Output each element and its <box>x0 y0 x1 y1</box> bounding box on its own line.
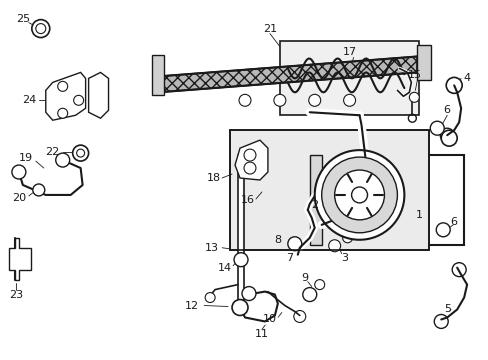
Text: 15: 15 <box>407 71 421 80</box>
Bar <box>279 41 419 115</box>
Circle shape <box>234 253 247 267</box>
Bar <box>229 130 428 250</box>
Circle shape <box>56 153 69 167</box>
Circle shape <box>435 223 449 237</box>
Text: 20: 20 <box>12 193 26 203</box>
Bar <box>309 155 463 245</box>
Circle shape <box>440 130 456 146</box>
Text: 25: 25 <box>16 14 30 24</box>
Circle shape <box>321 157 397 233</box>
Circle shape <box>73 145 88 161</box>
Text: 7: 7 <box>285 253 293 263</box>
Text: 4: 4 <box>463 73 470 84</box>
Text: 17: 17 <box>342 48 356 58</box>
Circle shape <box>314 280 324 289</box>
Circle shape <box>446 77 461 93</box>
Bar <box>309 155 321 245</box>
Text: 9: 9 <box>301 273 308 283</box>
Circle shape <box>273 94 285 106</box>
Circle shape <box>12 165 26 179</box>
Circle shape <box>244 162 255 174</box>
Circle shape <box>433 315 447 328</box>
Circle shape <box>343 94 355 106</box>
Polygon shape <box>88 72 108 118</box>
Circle shape <box>205 293 215 302</box>
Circle shape <box>58 108 67 118</box>
Text: 19: 19 <box>19 153 33 163</box>
Text: 11: 11 <box>254 329 268 339</box>
Text: 21: 21 <box>263 24 276 33</box>
Circle shape <box>232 300 247 315</box>
Circle shape <box>322 208 336 222</box>
Circle shape <box>239 94 250 106</box>
Text: 6: 6 <box>443 105 450 115</box>
Circle shape <box>32 20 50 37</box>
Text: 3: 3 <box>341 253 347 263</box>
Text: 22: 22 <box>45 147 60 157</box>
Circle shape <box>287 237 301 251</box>
Text: 2: 2 <box>310 200 318 210</box>
Polygon shape <box>9 238 31 280</box>
Text: 18: 18 <box>206 173 221 183</box>
Circle shape <box>302 288 316 302</box>
Bar <box>152 55 164 95</box>
Circle shape <box>308 94 320 106</box>
Circle shape <box>439 128 453 142</box>
Polygon shape <box>235 140 267 180</box>
Circle shape <box>351 187 367 203</box>
Circle shape <box>58 81 67 91</box>
Text: 23: 23 <box>9 289 23 300</box>
Text: 13: 13 <box>204 243 219 253</box>
Circle shape <box>342 233 352 243</box>
Circle shape <box>293 310 305 323</box>
Text: 14: 14 <box>218 263 232 273</box>
Polygon shape <box>158 57 416 92</box>
Text: 1: 1 <box>415 210 422 220</box>
Bar <box>229 130 428 250</box>
Circle shape <box>244 149 255 161</box>
Text: 6: 6 <box>450 217 457 227</box>
Circle shape <box>334 170 384 220</box>
Text: 10: 10 <box>263 314 276 324</box>
Circle shape <box>33 184 45 196</box>
Circle shape <box>314 150 404 240</box>
Polygon shape <box>46 72 85 120</box>
Text: 5: 5 <box>443 305 450 315</box>
Text: 12: 12 <box>185 301 199 311</box>
Circle shape <box>429 121 443 135</box>
Circle shape <box>408 92 419 102</box>
Circle shape <box>451 263 465 276</box>
Text: 24: 24 <box>21 95 36 105</box>
Bar <box>416 45 430 80</box>
Circle shape <box>74 95 83 105</box>
Text: 16: 16 <box>241 195 254 205</box>
Circle shape <box>242 287 255 301</box>
Text: 8: 8 <box>274 235 281 245</box>
Circle shape <box>328 240 340 252</box>
